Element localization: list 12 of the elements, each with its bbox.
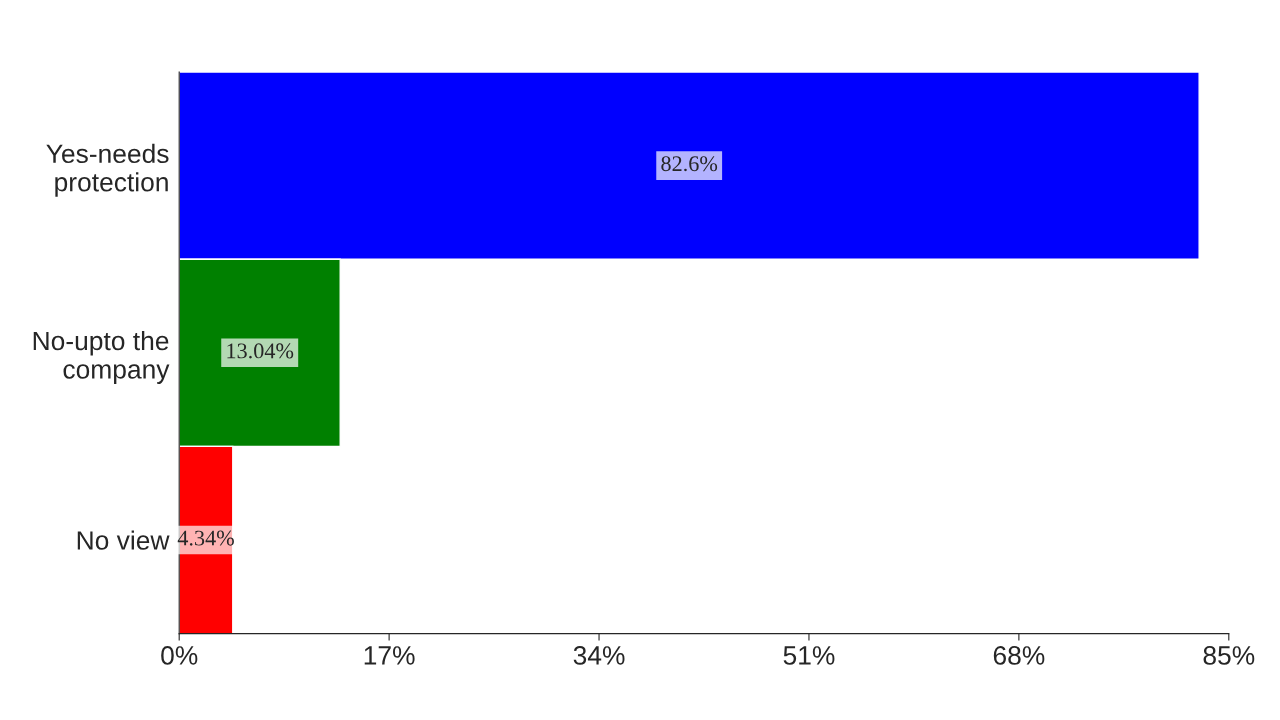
data-label: 13.04%	[227, 343, 294, 359]
x-tick-label: 68%	[993, 646, 1045, 665]
x-tick-label: 85%	[1203, 646, 1255, 665]
y-tick-label: No view	[77, 530, 170, 550]
x-tick-label: 34%	[573, 646, 625, 665]
y-tick-label: Yes-needs protection	[46, 143, 169, 197]
x-tick-label: 17%	[364, 646, 415, 665]
data-label: 4.34%	[177, 530, 234, 546]
y-tick-label: No-upto the company	[33, 330, 170, 384]
x-tick-label: 51%	[783, 646, 835, 665]
x-tick-label: 0%	[161, 646, 198, 665]
data-label: 82.6%	[661, 156, 718, 172]
